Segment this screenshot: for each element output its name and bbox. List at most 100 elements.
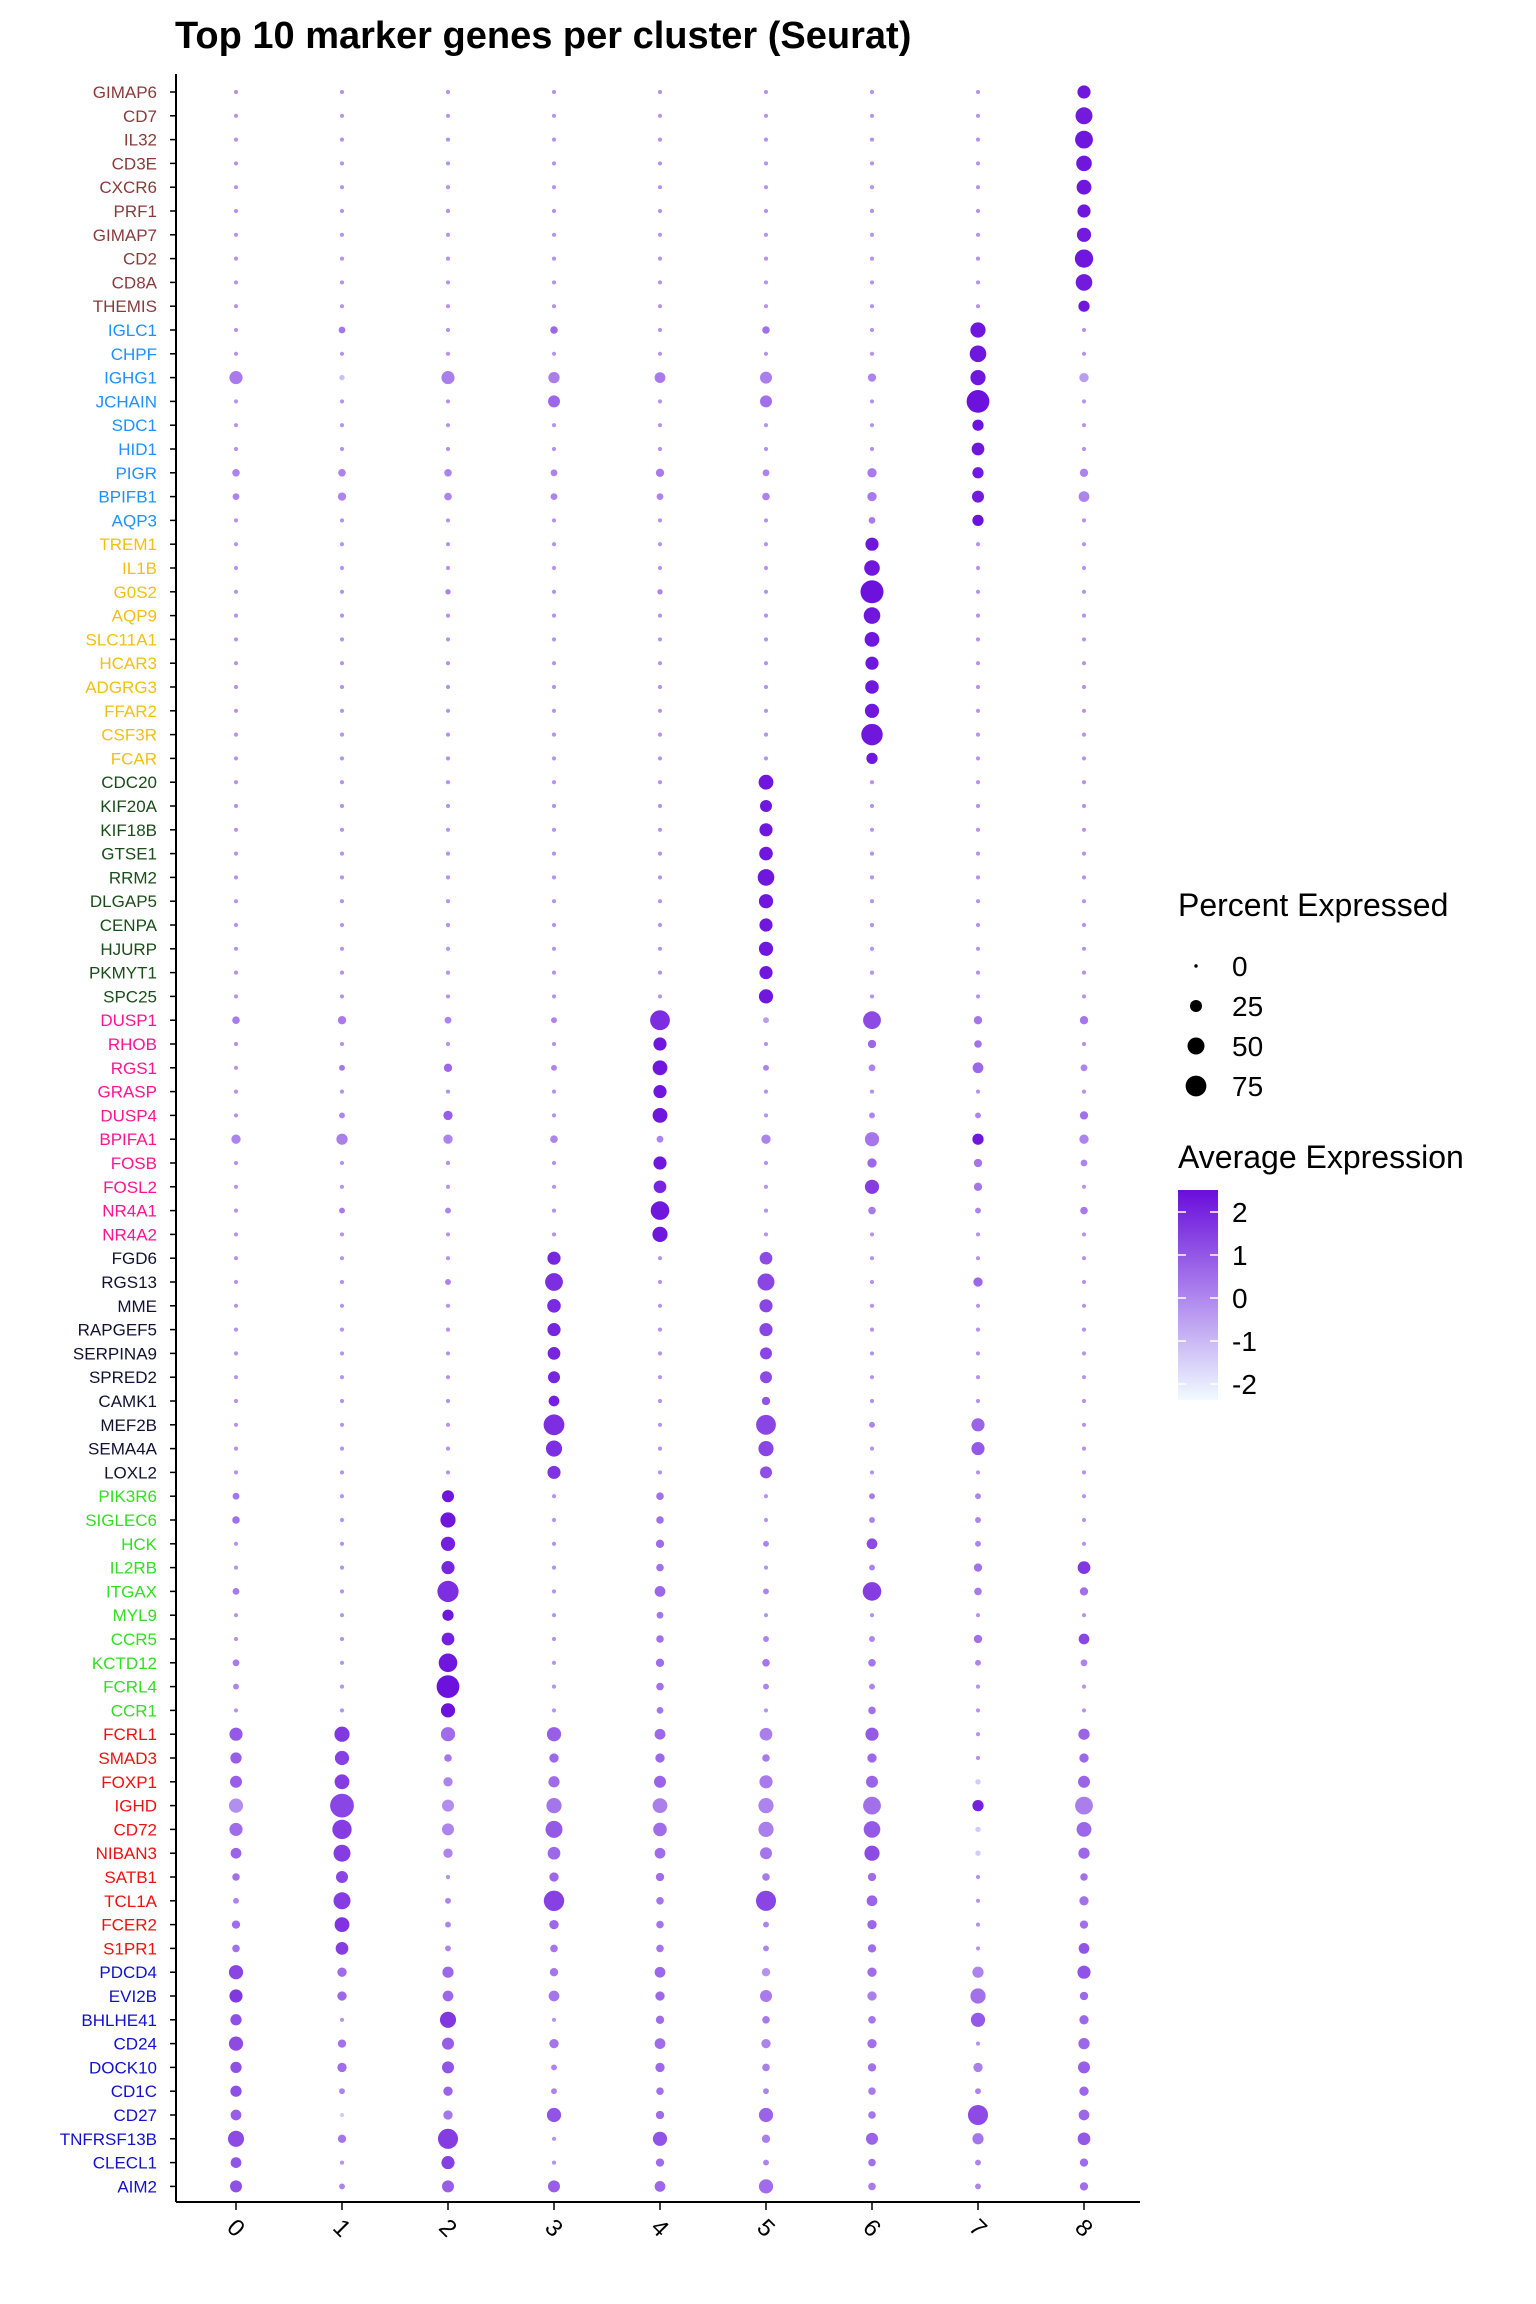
dot-point [339,684,345,690]
dot-point [657,89,663,95]
dot-point [438,1653,458,1673]
dot-point [339,113,345,118]
dot-point [551,1517,557,1523]
dot-point [443,2086,453,2096]
gene-label: CCR1 [111,1701,157,1720]
dot-point [656,1611,664,1619]
dot-point [550,1135,558,1143]
dot-point [1081,1375,1087,1380]
dot-point [1081,1184,1087,1189]
dot-point [339,1375,345,1380]
gene-label: IL2RB [110,1559,157,1578]
dot-point [970,370,986,386]
dot-point [762,1873,770,1881]
dot-point [230,2061,242,2074]
dot-point [1075,1796,1093,1815]
gene-label: HCAR3 [99,654,157,673]
dot-point [1079,1134,1089,1144]
dot-point [758,2107,774,2123]
dot-point [551,1684,557,1689]
dot-point [869,137,875,142]
gene-label: FOXP1 [101,1773,157,1792]
dot-point [758,1441,774,1457]
dot-point [339,399,345,404]
dot-point [551,1184,557,1189]
dot-point [756,1414,776,1435]
dot-point [657,613,663,618]
dot-point [233,1041,239,1047]
dot-point [337,492,347,501]
dot-point [551,1494,557,1499]
dot-point [548,1395,560,1407]
dot-point [551,1041,557,1047]
dot-point [763,1041,769,1047]
dot-point [758,774,774,790]
gene-label: FCRL4 [103,1678,157,1697]
dot-point [233,89,239,95]
x-tick-label: 1 [327,2214,356,2243]
dot-point [339,1064,345,1071]
dot-point [336,1133,348,1145]
dot-point [546,1727,562,1742]
gene-label: GIMAP7 [93,226,157,245]
dot-point [1079,2182,1089,2191]
dot-point [763,1160,769,1166]
dot-point [1076,155,1092,172]
dot-point [760,1990,772,2002]
dot-point [339,1351,345,1356]
dot-point [868,1206,876,1215]
dot-point [763,1517,769,1523]
dot-point [443,1063,453,1072]
dot-point [972,1133,984,1145]
dot-point [865,537,879,551]
dot-point [1081,1398,1087,1404]
dot-point [445,1375,451,1380]
dot-point [233,1184,239,1189]
dot-point [339,2183,345,2190]
dot-point [975,2041,981,2046]
dot-point [1079,1016,1089,1025]
dot-point [444,1754,452,1762]
dot-point [547,1465,561,1479]
dot-point [339,1112,345,1119]
dot-point [339,756,345,761]
dot-point [869,1517,875,1523]
dot-point [975,1755,981,1761]
dot-point [657,161,663,166]
dot-point [339,2160,345,2165]
x-tick-label: 4 [645,2214,674,2243]
dot-point [445,280,451,285]
dot-point [975,1946,981,1951]
dot-point [1079,2015,1089,2025]
gene-label: CCR5 [111,1630,157,1649]
dot-point [762,1659,770,1667]
dot-point [655,2062,665,2073]
dot-point [543,1414,565,1436]
dot-point [1075,274,1093,291]
dot-point [339,1256,345,1261]
dot-point [657,280,663,285]
dot-point [551,565,557,571]
dot-point [551,1017,557,1024]
gene-label: SPC25 [103,987,157,1006]
dot-point [972,1799,984,1812]
dot-point [970,322,986,338]
dot-point [654,2038,666,2049]
dot-point [551,256,557,261]
dot-point [657,708,663,713]
gene-label: IL1B [122,559,157,578]
gene-label: ADGRG3 [85,678,157,697]
dot-point [339,374,345,381]
dot-point [973,1563,983,1572]
dot-point [445,1184,451,1189]
dot-point [1078,300,1090,312]
dot-point [339,232,345,237]
gene-label: S1PR1 [103,1939,157,1958]
dot-point [869,256,875,261]
dot-point [975,1922,981,1927]
dot-point [865,680,879,694]
dot-point [445,1041,451,1047]
dot-point [545,1440,563,1457]
dot-point [441,1632,455,1646]
